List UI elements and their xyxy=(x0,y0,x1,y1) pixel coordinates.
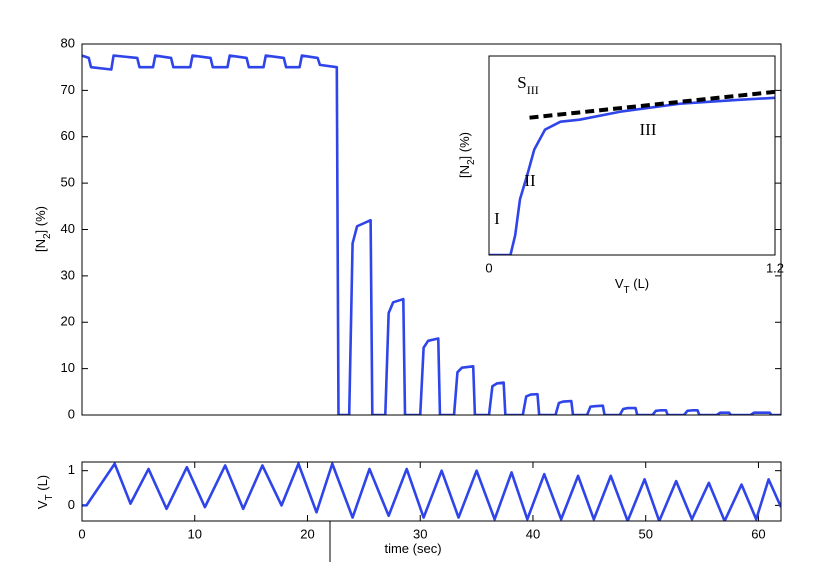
axes-frame xyxy=(81,461,782,522)
x-tick-label: 30 xyxy=(413,526,427,541)
plot-area xyxy=(489,56,775,255)
annotation-part: III xyxy=(527,83,539,97)
plot-area xyxy=(82,462,781,521)
y-tick-label: 70 xyxy=(61,82,75,97)
y-axis-label-part: V xyxy=(35,500,50,509)
x-axis-label-part: (L) xyxy=(630,276,650,291)
annotation: II xyxy=(524,171,536,190)
x-tick-label: 40 xyxy=(526,526,540,541)
y-axis-label-part: (L) xyxy=(35,475,50,495)
y-tick-label: 30 xyxy=(61,267,75,282)
y-axis-label-part: ] (%) xyxy=(33,206,48,233)
y-axis-label: [N2] (%) xyxy=(457,132,477,178)
y-axis-label: [N2] (%) xyxy=(33,206,53,252)
annotation-part: I xyxy=(494,209,500,228)
x-axis-label-part: V xyxy=(615,276,624,291)
data-line xyxy=(82,462,781,521)
x-tick-label: 60 xyxy=(751,526,765,541)
annotation: SIII xyxy=(517,73,538,97)
annotation: III xyxy=(640,120,657,139)
y-tick-label: 60 xyxy=(61,128,75,143)
annotation-part: III xyxy=(640,120,657,139)
x-axis-label-part: time (sec) xyxy=(384,541,441,556)
y-axis-label-part: 2 xyxy=(466,159,477,165)
y-tick-label: 1 xyxy=(68,462,75,477)
y-tick-label: 0 xyxy=(68,497,75,512)
annotation-part: II xyxy=(524,171,536,190)
y-axis-label-part: T xyxy=(44,494,55,500)
y-axis-label-part: [N xyxy=(457,165,472,178)
x-tick-label: 0 xyxy=(78,526,85,541)
y-tick-label: 10 xyxy=(61,360,75,375)
data-line xyxy=(82,54,781,415)
y-tick-label: 50 xyxy=(61,175,75,190)
y-axis-label-part: ] (%) xyxy=(457,132,472,159)
y-axis-label: VT (L) xyxy=(35,475,55,509)
x-tick-label: 50 xyxy=(638,526,652,541)
annotation: I xyxy=(494,209,500,228)
x-tick-label: 10 xyxy=(188,526,202,541)
y-axis-label-part: [N xyxy=(33,239,48,252)
data-line xyxy=(489,96,775,255)
x-axis-label: time (sec) xyxy=(384,541,441,556)
x-tick-label: 0 xyxy=(485,260,492,275)
x-axis-label-part: T xyxy=(624,285,630,296)
axes-frame xyxy=(488,55,776,256)
x-axis-label: VT (L) xyxy=(615,276,649,296)
y-axis-label-part: 2 xyxy=(42,233,53,239)
x-tick-label: 1.2 xyxy=(766,260,784,275)
axes-frame xyxy=(81,43,782,416)
y-tick-label: 20 xyxy=(61,314,75,329)
y-tick-label: 80 xyxy=(61,35,75,50)
y-tick-label: 40 xyxy=(61,221,75,236)
annotation-part: S xyxy=(517,73,526,92)
x-tick-label: 20 xyxy=(300,526,314,541)
y-tick-label: 0 xyxy=(68,406,75,421)
